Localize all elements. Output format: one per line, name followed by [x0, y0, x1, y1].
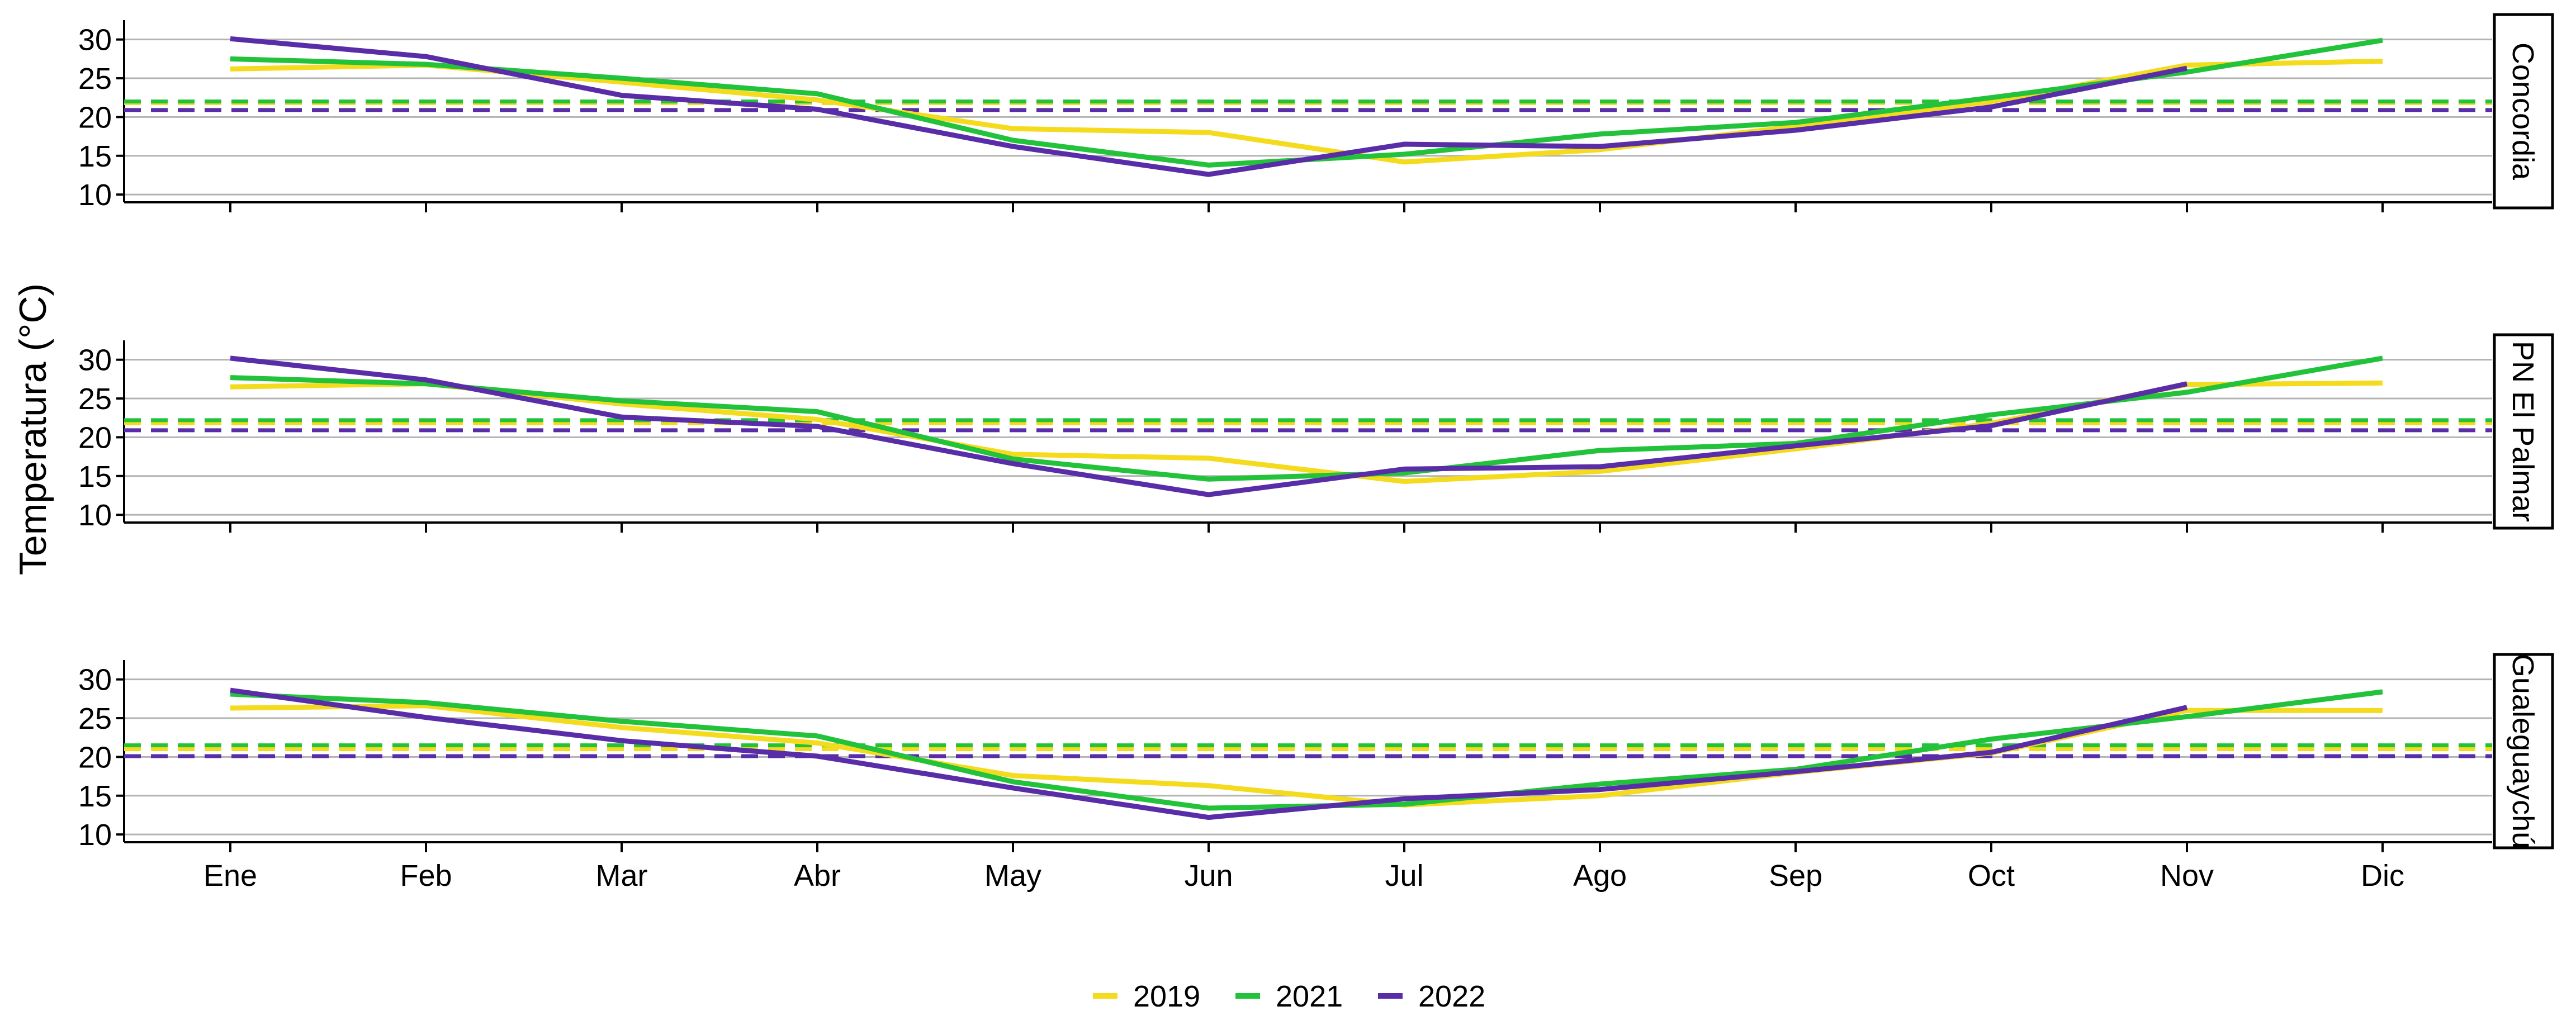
x-tick-label: Abr [794, 859, 841, 893]
x-tick-label: Oct [1968, 859, 2015, 893]
facet-strip-box [2493, 653, 2554, 849]
panel-0: 10 15 20 25 30 Concordia [78, 13, 2554, 212]
x-tick-label: Sep [1769, 859, 1822, 893]
x-tick-label: Nov [2160, 859, 2214, 893]
series-line-2022 [230, 687, 2188, 820]
y-tick-label: 30 [78, 344, 112, 377]
y-tick-label: 30 [78, 663, 112, 697]
x-tick-label: Jun [1184, 859, 1233, 893]
x-tick-label: Jul [1385, 859, 1423, 893]
y-tick-label: 20 [78, 101, 112, 134]
facet-strip-box [2493, 13, 2554, 210]
facet-strip-label: Concordia [2506, 42, 2540, 181]
y-tick-label: 20 [78, 741, 112, 774]
x-tick-label: May [984, 859, 1041, 893]
y-tick-label: 25 [78, 62, 112, 96]
y-tick-label: 25 [78, 382, 112, 416]
legend-label: 2022 [1418, 980, 1485, 1013]
panel-2: 10 15 20 25 30 Gualeguaychú [78, 653, 2554, 852]
x-tick-label: Ene [203, 859, 257, 893]
x-tick-label: Dic [2361, 859, 2404, 893]
legend-label: 2019 [1133, 980, 1200, 1013]
y-tick-label: 15 [78, 780, 112, 813]
facet-strip-label: PN El Palmar [2506, 341, 2540, 522]
legend: 2019 2021 2022 [1093, 980, 1485, 1013]
x-axis: Ene Feb Mar Abr May Jun Jul Ago Sep Oct Nov Dic [203, 859, 2404, 893]
y-tick-label: 20 [78, 421, 112, 454]
chart-panels: 10 15 20 25 30 Concordia 10 15 20 25 30 PN El Palma… [78, 13, 2554, 852]
series-line-2022 [230, 36, 2187, 177]
x-tick-label: Feb [400, 859, 452, 893]
facet-strip: Gualeguaychú [2493, 653, 2554, 849]
x-tick-label: Ago [1573, 859, 1627, 893]
y-tick-label: 10 [78, 178, 112, 212]
series-line-2021 [230, 355, 2383, 482]
facet-strip-box [2493, 333, 2554, 530]
y-axis-label: Temperatura (°C) [12, 283, 54, 575]
facet-strip: PN El Palmar [2493, 333, 2554, 530]
y-tick-label: 15 [78, 140, 112, 173]
y-tick-label: 30 [78, 23, 112, 57]
facet-strip-label: Gualeguaychú [2506, 654, 2540, 848]
y-tick-label: 10 [78, 818, 112, 852]
y-tick-label: 15 [78, 460, 112, 493]
facet-strip: Concordia [2493, 13, 2554, 210]
series-line-2022 [230, 355, 2187, 497]
x-tick-label: Mar [596, 859, 648, 893]
y-tick-label: 10 [78, 499, 112, 532]
legend-label: 2021 [1276, 980, 1343, 1013]
y-tick-label: 25 [78, 702, 112, 735]
panel-1: 10 15 20 25 30 PN El Palmar [78, 333, 2554, 533]
